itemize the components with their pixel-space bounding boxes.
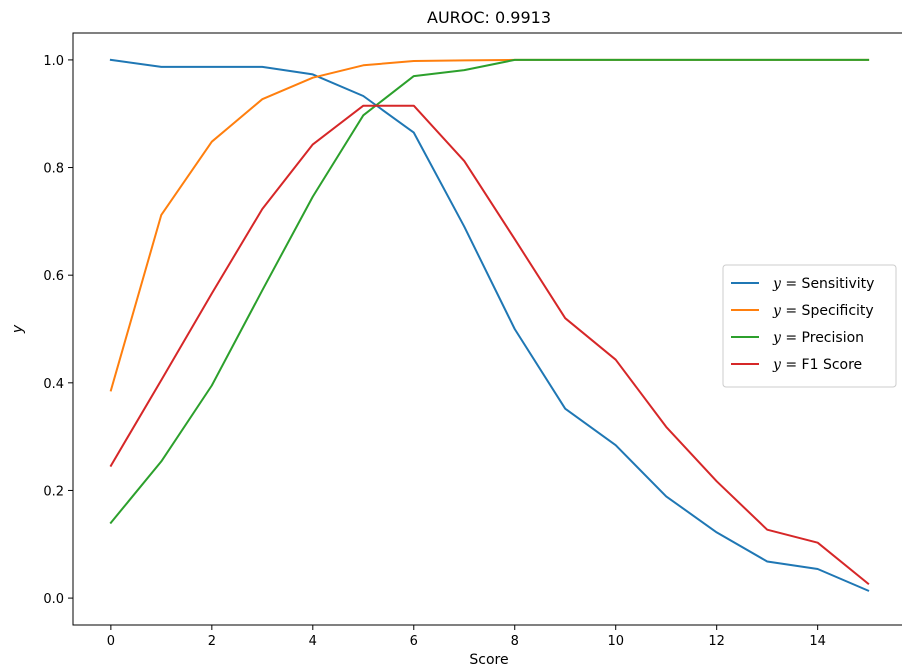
chart-title: AUROC: 0.9913 [427, 8, 551, 27]
legend-entry-1: y = Specificity [772, 303, 874, 319]
x-tick-label: 10 [607, 634, 624, 649]
plot-frame [72, 32, 902, 626]
series-line-3 [109, 104, 870, 586]
x-tick-label: 0 [107, 634, 115, 649]
legend-entry-0: y = Sensitivity [772, 276, 874, 292]
x-tick-label: 4 [309, 634, 317, 649]
x-tick-label: 14 [809, 634, 826, 649]
x-axis-label: Score [469, 652, 508, 668]
y-tick-label: 0.6 [43, 269, 64, 284]
x-tick-label: 8 [511, 634, 519, 649]
y-tick-label: 0.4 [43, 377, 64, 392]
plot-area [109, 58, 870, 592]
x-axis: 0 2 4 6 8 10 12 14 [107, 625, 826, 649]
series-line-2 [109, 58, 870, 525]
y-tick-label: 1.0 [43, 54, 64, 69]
legend-entry-3: y = F1 Score [772, 357, 862, 373]
legend-frame [722, 264, 897, 388]
y-axis-label: y [10, 324, 26, 334]
series-line-0 [109, 58, 870, 592]
y-tick-label: 0.0 [43, 592, 64, 607]
y-axis: 0.0 0.2 0.4 0.6 0.8 1.0 [43, 54, 73, 607]
x-tick-label: 2 [208, 634, 216, 649]
legend: y = Sensitivity y = Specificity y = Precis… [722, 264, 897, 388]
x-tick-label: 12 [708, 634, 725, 649]
x-tick-label: 6 [410, 634, 418, 649]
legend-entry-2: y = Precision [772, 330, 864, 346]
y-tick-label: 0.2 [43, 484, 64, 499]
y-tick-label: 0.8 [43, 162, 64, 177]
